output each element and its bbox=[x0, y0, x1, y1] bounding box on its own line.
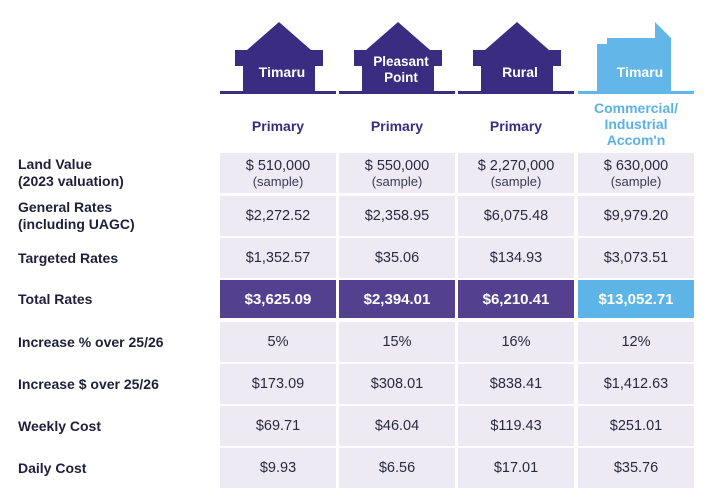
table-cell: $46.04 bbox=[339, 406, 455, 446]
cell-value: $6,210.41 bbox=[482, 290, 550, 308]
house-label: Timaru bbox=[258, 64, 306, 80]
cell-note: (sample) bbox=[371, 173, 423, 189]
cell-note: (sample) bbox=[490, 173, 542, 189]
house-label: Pleasant Point bbox=[373, 54, 429, 85]
table-cell: $838.41 bbox=[458, 364, 574, 404]
cell-value: $308.01 bbox=[370, 375, 424, 392]
cell-note: (sample) bbox=[252, 173, 304, 189]
column-underline bbox=[458, 91, 574, 94]
cell-value: 5% bbox=[267, 333, 289, 350]
table-cell: $1,412.63 bbox=[578, 364, 694, 404]
table-cell: $2,272.52 bbox=[220, 196, 336, 236]
table-cell: 5% bbox=[220, 322, 336, 362]
row-label: Increase % over 25/26 bbox=[18, 333, 164, 350]
total-rates-cell: $3,625.09 bbox=[220, 280, 336, 318]
cell-value: $ 550,000 bbox=[364, 157, 430, 174]
table-cell: 16% bbox=[458, 322, 574, 362]
cell-value: $69.71 bbox=[255, 417, 301, 434]
row-label: Weekly Cost bbox=[18, 417, 101, 434]
table-cell: $173.09 bbox=[220, 364, 336, 404]
cell-value: $6.56 bbox=[378, 459, 416, 476]
cell-value: $9.93 bbox=[259, 459, 297, 476]
column-type-label: Primary bbox=[370, 118, 424, 134]
cell-value: $9,979.20 bbox=[603, 207, 669, 224]
cell-value: 16% bbox=[501, 333, 531, 350]
table-cell: $17.01 bbox=[458, 448, 574, 488]
table-cell: $134.93 bbox=[458, 238, 574, 278]
cell-value: $17.01 bbox=[493, 459, 539, 476]
table-cell: $2,358.95 bbox=[339, 196, 455, 236]
house-header-4: Timaru bbox=[585, 22, 695, 92]
table-cell: $35.76 bbox=[578, 448, 694, 488]
table-cell: $69.71 bbox=[220, 406, 336, 446]
table-cell: $251.01 bbox=[578, 406, 694, 446]
house-icon bbox=[235, 22, 323, 92]
cell-value: $251.01 bbox=[609, 417, 663, 434]
table-cell: $35.06 bbox=[339, 238, 455, 278]
cell-value: $2,272.52 bbox=[245, 207, 311, 224]
table-cell: $9.93 bbox=[220, 448, 336, 488]
cell-value: $2,358.95 bbox=[364, 207, 430, 224]
cell-value: $ 510,000 bbox=[245, 157, 311, 174]
cell-value: $35.76 bbox=[613, 459, 659, 476]
table-cell: $9,979.20 bbox=[578, 196, 694, 236]
cell-value: $ 2,270,000 bbox=[477, 157, 555, 174]
cell-value: $3,625.09 bbox=[244, 290, 312, 308]
cell-value: $838.41 bbox=[489, 375, 543, 392]
row-label: Land Value (2023 valuation) bbox=[18, 156, 124, 189]
row-label: General Rates (including UAGC) bbox=[18, 199, 135, 232]
cell-value: $2,394.01 bbox=[363, 290, 431, 308]
table-cell: 15% bbox=[339, 322, 455, 362]
house-icon bbox=[473, 22, 561, 92]
cell-value: $46.04 bbox=[374, 417, 420, 434]
row-label: Increase $ over 25/26 bbox=[18, 375, 159, 392]
column-type-label: Primary bbox=[489, 118, 543, 134]
table-cell: $6,075.48 bbox=[458, 196, 574, 236]
table-cell: $6.56 bbox=[339, 448, 455, 488]
house-header-1: Timaru bbox=[227, 22, 337, 92]
cell-value: $1,412.63 bbox=[603, 375, 669, 392]
table-cell: $ 2,270,000 (sample) bbox=[458, 153, 574, 193]
commercial-building-icon bbox=[597, 22, 671, 92]
table-cell: $ 630,000 (sample) bbox=[578, 153, 694, 193]
cell-value: $ 630,000 bbox=[603, 157, 669, 174]
table-cell: $1,352.57 bbox=[220, 238, 336, 278]
column-underline bbox=[339, 91, 455, 94]
house-label: Timaru bbox=[616, 64, 664, 80]
column-type-label: Commercial/ Industrial Accom'n bbox=[593, 100, 679, 148]
total-rates-cell: $6,210.41 bbox=[458, 280, 574, 318]
table-cell: 12% bbox=[578, 322, 694, 362]
cell-value: 15% bbox=[382, 333, 412, 350]
total-rates-cell: $2,394.01 bbox=[339, 280, 455, 318]
cell-value: $134.93 bbox=[489, 249, 543, 266]
column-underline bbox=[578, 91, 694, 94]
table-cell: $119.43 bbox=[458, 406, 574, 446]
column-underline bbox=[220, 91, 336, 94]
cell-value: $173.09 bbox=[251, 375, 305, 392]
table-cell: $3,073.51 bbox=[578, 238, 694, 278]
table-cell: $ 510,000 (sample) bbox=[220, 153, 336, 193]
cell-value: $35.06 bbox=[374, 249, 420, 266]
column-type-label: Primary bbox=[251, 118, 305, 134]
cell-value: $119.43 bbox=[490, 417, 542, 434]
row-label: Targeted Rates bbox=[18, 249, 119, 266]
house-header-3: Rural bbox=[465, 22, 575, 92]
house-label: Rural bbox=[502, 64, 538, 80]
cell-value: $3,073.51 bbox=[603, 249, 669, 266]
cell-value: $13,052.71 bbox=[598, 290, 674, 308]
cell-value: $6,075.48 bbox=[483, 207, 549, 224]
row-label: Total Rates bbox=[18, 290, 93, 307]
cell-value: $1,352.57 bbox=[245, 249, 311, 266]
total-rates-cell: $13,052.71 bbox=[578, 280, 694, 318]
house-header-2: Pleasant Point bbox=[346, 22, 456, 92]
cell-value: 12% bbox=[621, 333, 651, 350]
house-icon bbox=[354, 22, 442, 92]
cell-note: (sample) bbox=[610, 173, 662, 189]
row-label: Daily Cost bbox=[18, 459, 87, 476]
table-cell: $308.01 bbox=[339, 364, 455, 404]
table-cell: $ 550,000 (sample) bbox=[339, 153, 455, 193]
